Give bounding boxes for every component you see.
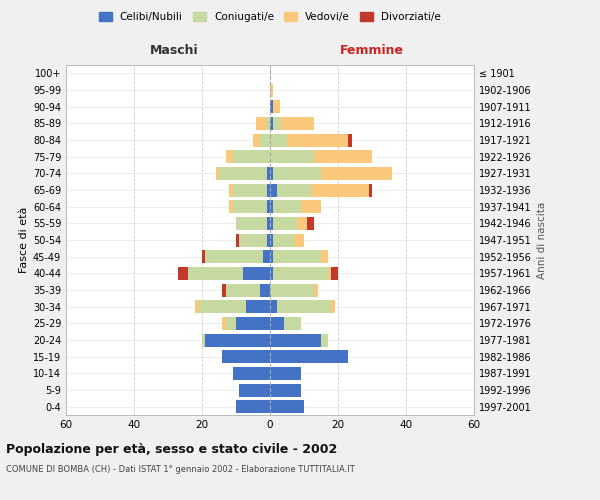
Bar — [188, 267, 243, 280]
Bar — [274, 217, 297, 230]
Bar — [270, 84, 274, 96]
Bar — [321, 167, 392, 180]
Bar — [239, 384, 270, 396]
Bar — [260, 134, 270, 146]
Bar — [270, 134, 287, 146]
Bar — [219, 167, 266, 180]
Bar — [233, 184, 266, 196]
Bar — [270, 384, 301, 396]
Bar — [178, 267, 188, 280]
Bar — [270, 167, 274, 180]
Bar — [266, 200, 270, 213]
Bar — [223, 350, 270, 363]
Bar — [328, 267, 331, 280]
Bar — [274, 117, 280, 130]
Legend: Celibi/Nubili, Coniugati/e, Vedovi/e, Divorziati/e: Celibi/Nubili, Coniugati/e, Vedovi/e, Di… — [95, 8, 445, 26]
Bar — [195, 300, 199, 313]
Bar — [270, 367, 301, 380]
Bar — [270, 300, 277, 313]
Bar — [270, 400, 304, 413]
Bar — [253, 134, 260, 146]
Bar — [266, 217, 270, 230]
Bar — [270, 267, 274, 280]
Bar — [331, 267, 338, 280]
Bar — [256, 117, 266, 130]
Bar — [307, 217, 314, 230]
Bar — [301, 200, 321, 213]
Bar — [297, 217, 307, 230]
Bar — [205, 334, 270, 346]
Bar — [205, 250, 263, 263]
Text: Maschi: Maschi — [149, 44, 199, 58]
Bar — [274, 100, 280, 113]
Bar — [321, 334, 328, 346]
Bar — [270, 117, 274, 130]
Bar — [202, 250, 205, 263]
Bar — [274, 200, 301, 213]
Bar — [226, 284, 260, 296]
Bar — [270, 234, 274, 246]
Bar — [270, 284, 314, 296]
Bar — [233, 200, 266, 213]
Bar — [260, 284, 270, 296]
Bar — [274, 167, 321, 180]
Text: COMUNE DI BOMBA (CH) - Dati ISTAT 1° gennaio 2002 - Elaborazione TUTTITALIA.IT: COMUNE DI BOMBA (CH) - Dati ISTAT 1° gen… — [6, 466, 355, 474]
Bar — [314, 284, 317, 296]
Bar — [266, 117, 270, 130]
Bar — [266, 167, 270, 180]
Bar — [223, 284, 226, 296]
Bar — [236, 317, 270, 330]
Bar — [331, 300, 335, 313]
Bar — [229, 200, 233, 213]
Bar — [294, 234, 304, 246]
Bar — [270, 200, 274, 213]
Bar — [266, 184, 270, 196]
Bar — [236, 400, 270, 413]
Text: Femmine: Femmine — [340, 44, 404, 58]
Bar — [243, 267, 270, 280]
Bar — [223, 317, 226, 330]
Bar — [199, 300, 246, 313]
Bar — [311, 184, 368, 196]
Bar — [277, 300, 331, 313]
Bar — [277, 184, 311, 196]
Bar — [270, 317, 284, 330]
Bar — [236, 217, 266, 230]
Y-axis label: Fasce di età: Fasce di età — [19, 207, 29, 273]
Bar — [233, 367, 270, 380]
Bar — [287, 134, 348, 146]
Bar — [274, 234, 294, 246]
Bar — [202, 334, 205, 346]
Bar — [348, 134, 352, 146]
Bar — [368, 184, 372, 196]
Bar — [226, 317, 236, 330]
Bar — [284, 317, 301, 330]
Bar — [246, 300, 270, 313]
Bar — [270, 250, 274, 263]
Bar — [236, 234, 239, 246]
Bar — [270, 100, 274, 113]
Bar — [270, 217, 274, 230]
Bar — [239, 234, 266, 246]
Bar — [270, 350, 348, 363]
Bar — [270, 334, 321, 346]
Bar — [270, 150, 314, 163]
Bar — [215, 167, 219, 180]
Bar — [280, 117, 314, 130]
Bar — [270, 184, 277, 196]
Bar — [266, 234, 270, 246]
Bar — [314, 150, 372, 163]
Bar — [274, 267, 328, 280]
Bar — [226, 150, 233, 163]
Bar — [321, 250, 328, 263]
Bar — [263, 250, 270, 263]
Bar — [274, 250, 321, 263]
Bar — [229, 184, 233, 196]
Y-axis label: Anni di nascita: Anni di nascita — [537, 202, 547, 278]
Text: Popolazione per età, sesso e stato civile - 2002: Popolazione per età, sesso e stato civil… — [6, 442, 337, 456]
Bar — [233, 150, 270, 163]
